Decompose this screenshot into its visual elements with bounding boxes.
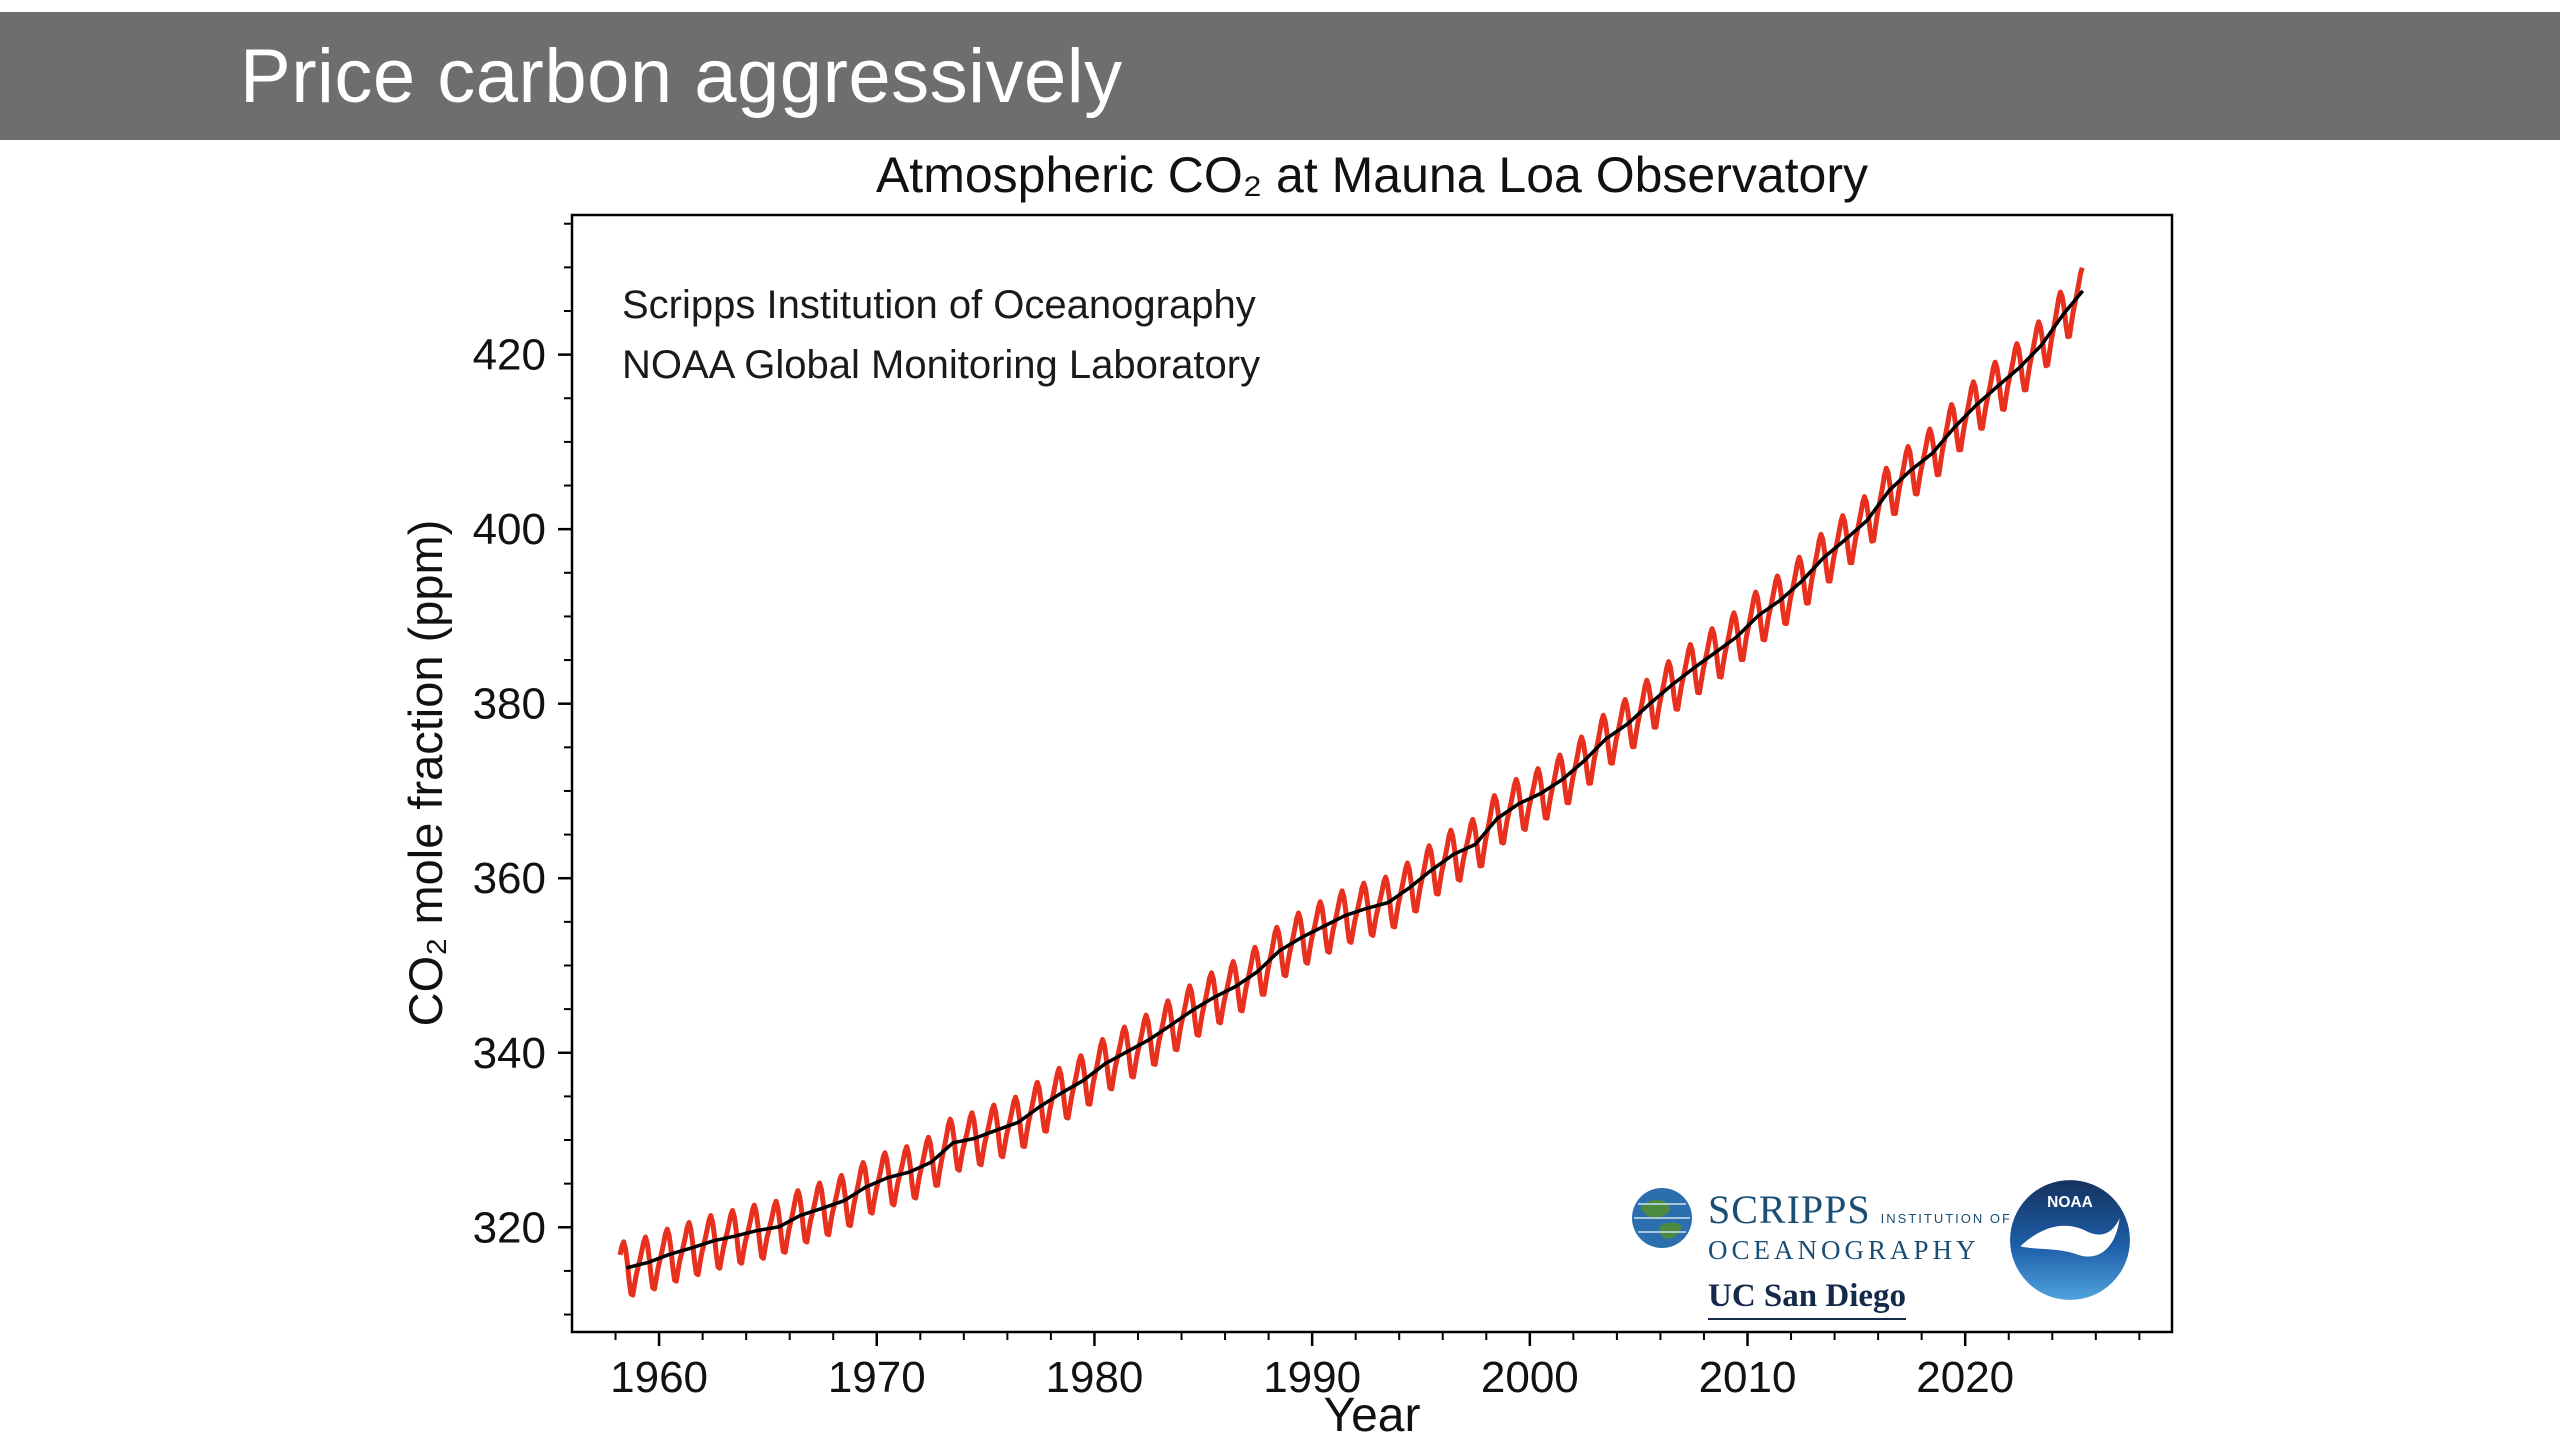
y-tick-label: 400	[473, 505, 546, 554]
x-axis-label: Year	[1323, 1389, 1421, 1436]
noaa-logo: NOAA	[2010, 1180, 2130, 1300]
x-tick-label: 1970	[828, 1353, 926, 1402]
x-tick-label: 2020	[1916, 1353, 2014, 1402]
y-tick-label: 340	[473, 1029, 546, 1078]
y-tick-label: 380	[473, 680, 546, 729]
slide-header: Price carbon aggressively	[0, 12, 2560, 140]
scripps-globe-icon	[1632, 1188, 1692, 1248]
x-tick-label: 2010	[1699, 1353, 1797, 1402]
scripps-logo-text: SCRIPPS INSTITUTION OF OCEANOGRAPHY UC S…	[1708, 1186, 2012, 1320]
monthly-co2-line	[617, 267, 2085, 1298]
y-axis-label: CO₂ mole fraction (ppm)	[398, 519, 452, 1027]
scripps-oceanography: OCEANOGRAPHY	[1708, 1235, 1980, 1265]
scripps-wordmark: SCRIPPS	[1708, 1187, 1871, 1232]
noaa-seagull-icon	[2020, 1218, 2120, 1257]
slide-title: Price carbon aggressively	[240, 33, 1123, 119]
x-tick-label: 1960	[610, 1353, 708, 1402]
plot-frame	[570, 213, 2174, 1334]
ucsd-wordmark: UC San Diego	[1708, 1278, 1907, 1320]
y-tick-label: 420	[473, 331, 546, 380]
source-line-1: Scripps Institution of Oceanography	[622, 283, 1256, 327]
chart-title: Atmospheric CO₂ at Mauna Loa Observatory	[875, 147, 1869, 203]
x-tick-label: 1980	[1046, 1353, 1144, 1402]
y-tick-label: 360	[473, 854, 546, 903]
x-tick-label: 2000	[1481, 1353, 1579, 1402]
trend-line	[625, 289, 2085, 1270]
x-tick-label: 1990	[1263, 1353, 1361, 1402]
source-line-2: NOAA Global Monitoring Laboratory	[622, 343, 1261, 387]
scripps-institution-of: INSTITUTION OF	[1880, 1211, 2012, 1226]
scripps-logo: SCRIPPS INSTITUTION OF OCEANOGRAPHY UC S…	[1630, 1186, 2012, 1320]
noaa-label: NOAA	[2047, 1194, 2093, 1211]
y-tick-label: 320	[473, 1203, 546, 1252]
